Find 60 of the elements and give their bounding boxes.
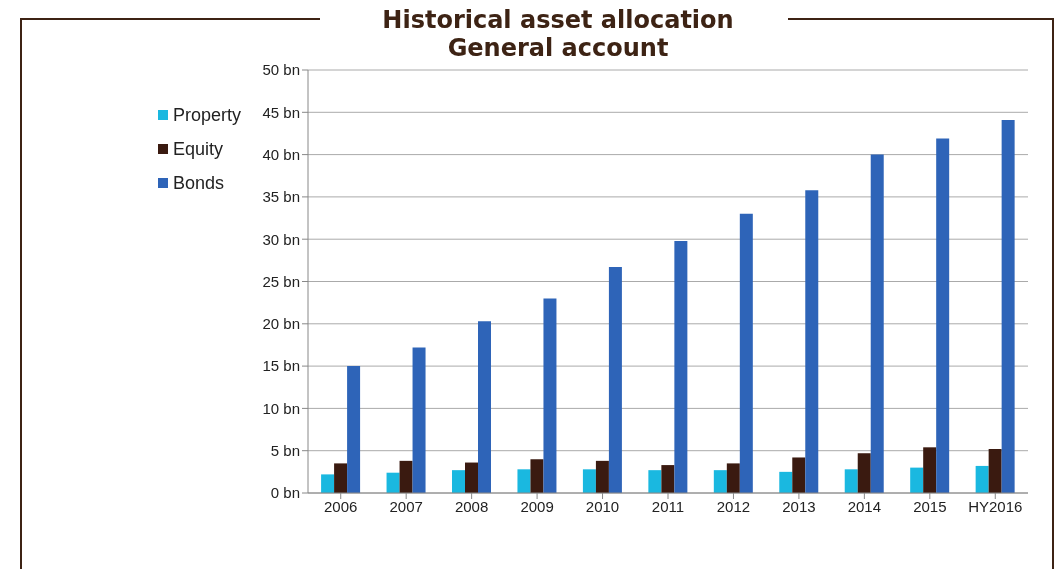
bar	[936, 138, 950, 493]
bar	[608, 267, 622, 493]
bar	[988, 449, 1002, 493]
y-tick-label: 5 bn	[270, 442, 300, 460]
x-tick-label: 2011	[651, 497, 685, 515]
bar	[923, 447, 937, 493]
bar	[792, 457, 806, 493]
bar	[1001, 119, 1015, 493]
bar	[805, 190, 819, 493]
bar	[347, 366, 361, 493]
bar	[674, 240, 688, 493]
y-tick-label: 35 bn	[262, 188, 300, 206]
bar	[543, 298, 557, 493]
bar	[399, 460, 413, 493]
y-tick-label: 45 bn	[262, 103, 300, 121]
x-tick-label: 2006	[324, 497, 358, 515]
bar	[844, 469, 858, 493]
y-tick-label: 30 bn	[262, 230, 300, 248]
legend-label: Bonds	[173, 172, 225, 194]
legend-label: Property	[173, 104, 242, 126]
x-tick-label: 2008	[454, 497, 489, 515]
bar	[726, 463, 740, 493]
bar	[713, 470, 727, 493]
bar	[452, 470, 465, 493]
bar	[648, 470, 662, 493]
x-tick-label: HY2016	[968, 497, 1023, 515]
bar	[910, 467, 924, 493]
y-tick-label: 15 bn	[262, 357, 300, 375]
x-tick-label: 2012	[716, 497, 751, 515]
y-tick-label: 20 bn	[262, 315, 300, 333]
bar	[334, 463, 348, 493]
bar	[975, 465, 989, 493]
x-tick-label: 2010	[585, 497, 620, 515]
y-tick-label: 50 bn	[262, 61, 300, 79]
legend-label: Equity	[173, 138, 224, 160]
bar	[321, 474, 335, 493]
bar	[661, 465, 675, 493]
bar	[582, 469, 596, 493]
chart-title: Historical asset allocation	[381, 6, 735, 34]
bar	[739, 213, 753, 493]
bar	[412, 347, 426, 493]
bar	[530, 459, 544, 493]
x-tick-label: 2009	[520, 497, 554, 515]
bar	[870, 154, 884, 493]
y-tick-label: 0 bn	[270, 484, 300, 502]
y-tick-label: 40 bn	[262, 145, 300, 163]
bar	[779, 471, 793, 493]
chart-subtitle: General account	[446, 34, 670, 62]
y-tick-label: 10 bn	[262, 399, 300, 417]
x-tick-label: 2007	[389, 497, 423, 515]
bar	[386, 472, 400, 493]
x-tick-label: 2013	[782, 497, 816, 515]
y-tick-label: 25 bn	[262, 272, 300, 290]
bar	[595, 460, 609, 493]
bar	[857, 453, 871, 493]
x-tick-label: 2015	[913, 497, 947, 515]
x-tick-label: 2014	[847, 497, 882, 515]
bar	[478, 321, 491, 493]
bar	[465, 462, 478, 493]
bar	[517, 469, 531, 493]
